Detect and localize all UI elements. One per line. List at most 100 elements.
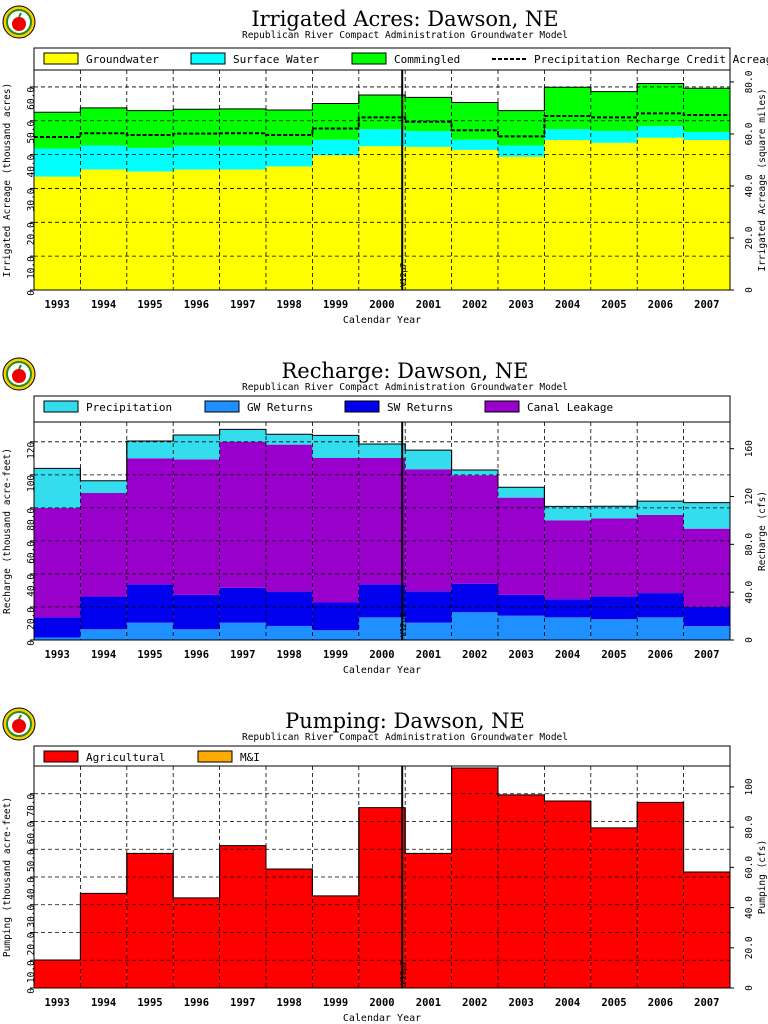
x-tick-label: 2002 <box>462 299 487 311</box>
chart-subtitle: Republican River Compact Administration … <box>242 732 568 743</box>
chart-title: Irrigated Acres: Dawson, NE <box>251 7 558 31</box>
bar-segment-precipitation-2000 <box>358 443 406 458</box>
x-tick-label: 2001 <box>416 649 441 661</box>
apple-logo-icon <box>2 357 36 391</box>
y-tick-label: 50.0 <box>26 849 37 872</box>
bar-segment-surface-water-1999 <box>312 139 359 156</box>
bar-segment-groundwater-1998 <box>266 166 313 290</box>
bar-agricultural-1996 <box>173 897 220 988</box>
bar-segment-surface-water-2000 <box>358 129 406 147</box>
bar-segment-canal-leakage-2004 <box>544 520 591 600</box>
bar-segment-canal-leakage-2007 <box>683 528 730 607</box>
bar-segment-groundwater-2007 <box>683 140 730 290</box>
bar-segment-surface-water-1997 <box>219 145 266 170</box>
x-tick-label: 1997 <box>230 997 255 1009</box>
x-tick-label: 1998 <box>277 649 302 661</box>
chart-subtitle: Republican River Compact Administration … <box>242 382 568 393</box>
apple-logo-icon <box>2 707 36 741</box>
y2-tick-label: 40.0 <box>744 580 755 603</box>
bar-segment-gw-returns-2000 <box>358 617 406 640</box>
x-tick-label: 1999 <box>323 997 348 1009</box>
x-tick-label: 1999 <box>323 299 348 311</box>
legend-label: SW Returns <box>387 401 453 414</box>
bar-segment-precipitation-2002 <box>451 470 498 476</box>
bar-segment-surface-water-1995 <box>126 147 174 172</box>
y2-tick-label: 100 <box>744 778 755 795</box>
x-tick-label: 1994 <box>91 649 116 661</box>
bar-segment-gw-returns-2002 <box>451 612 498 640</box>
x-tick-label: 2003 <box>509 997 534 1009</box>
bar-segment-groundwater-1996 <box>173 169 220 290</box>
bar-segment-canal-leakage-2002 <box>451 475 498 584</box>
plot-border <box>33 421 731 641</box>
x-tick-label: 2004 <box>555 649 580 661</box>
bar-segment-surface-water-2003 <box>498 145 545 157</box>
legend-swatch <box>43 750 79 763</box>
y2-tick-label: 80.0 <box>744 815 755 838</box>
y-tick-label: 40.0 <box>26 574 37 597</box>
y-tick-label: 40.0 <box>26 154 37 177</box>
y2-tick-label: 60.0 <box>744 122 755 145</box>
logo-apple <box>12 369 26 383</box>
y2-tick-label: 80.0 <box>744 533 755 556</box>
x-tick-label: 1993 <box>45 649 70 661</box>
bar-segment-sw-returns-2002 <box>451 583 498 613</box>
y2-tick-label: 0 <box>744 637 755 643</box>
bar-segment-groundwater-2003 <box>498 156 545 290</box>
bar-segment-surface-water-2002 <box>451 139 498 150</box>
bar-segment-precipitation-2007 <box>683 502 730 529</box>
stack-outline <box>34 428 730 507</box>
bar-segment-canal-leakage-1994 <box>80 493 127 597</box>
chart-subtitle: Republican River Compact Administration … <box>242 30 568 41</box>
bar-segment-surface-water-1993 <box>34 148 81 177</box>
x-tick-label: 2007 <box>694 299 719 311</box>
x-axis-label: Calendar Year <box>343 1013 421 1024</box>
plot-border <box>33 69 731 291</box>
bar-segment-sw-returns-1995 <box>126 584 174 623</box>
bar-segment-sw-returns-1998 <box>266 591 313 626</box>
x-tick-label: 2004 <box>555 997 580 1009</box>
y2-tick-label: 20.0 <box>744 936 755 959</box>
bar-segment-groundwater-2001 <box>405 146 452 290</box>
bar-agricultural-2002 <box>451 767 498 988</box>
legend-swatch <box>484 400 520 413</box>
logo-stem <box>18 12 22 18</box>
bar-segment-sw-returns-2007 <box>683 606 730 627</box>
legend-label: Surface Water <box>233 53 319 66</box>
x-tick-label: 2007 <box>694 649 719 661</box>
y-tick-label: 60.0 <box>26 541 37 564</box>
bar-segment-precipitation-1999 <box>312 435 359 459</box>
bar-segment-commingled-1995 <box>126 110 174 148</box>
x-tick-label: 2003 <box>509 299 534 311</box>
bar-segment-surface-water-2007 <box>683 131 730 141</box>
bar-segment-groundwater-1995 <box>126 171 174 290</box>
x-tick-label: 2005 <box>601 649 626 661</box>
bar-segment-commingled-2004 <box>544 87 591 130</box>
bar-segment-canal-leakage-1999 <box>312 458 359 603</box>
x-tick-label: 1996 <box>184 649 209 661</box>
bar-agricultural-1995 <box>126 853 174 988</box>
bar-segment-sw-returns-2005 <box>590 596 638 620</box>
y-tick-label: 100 <box>26 475 37 492</box>
bar-segment-canal-leakage-1997 <box>219 441 266 588</box>
bar-segment-surface-water-1996 <box>173 145 220 170</box>
logo-stem <box>18 714 22 720</box>
x-tick-label: 1995 <box>137 649 162 661</box>
x-tick-label: 2001 <box>416 997 441 1009</box>
bar-segment-canal-leakage-1998 <box>266 444 313 592</box>
bar-agricultural-2001 <box>405 853 452 988</box>
bar-agricultural-2000 <box>358 807 406 988</box>
bar-segment-gw-returns-1998 <box>266 625 313 640</box>
x-tick-label: 1995 <box>137 997 162 1009</box>
y-axis-label: Irrigated Acreage (thousand acres) <box>2 83 13 277</box>
bar-segment-precipitation-1997 <box>219 429 266 442</box>
x-tick-label: 2006 <box>648 997 673 1009</box>
bar-segment-gw-returns-1997 <box>219 622 266 640</box>
bar-agricultural-2003 <box>498 794 545 988</box>
y-tick-label: 20.0 <box>26 222 37 245</box>
y2-tick-label: 160 <box>744 440 755 457</box>
x-tick-label: 1994 <box>91 997 116 1009</box>
y-tick-label: 20.0 <box>26 932 37 955</box>
bar-segment-surface-water-2004 <box>544 129 591 141</box>
